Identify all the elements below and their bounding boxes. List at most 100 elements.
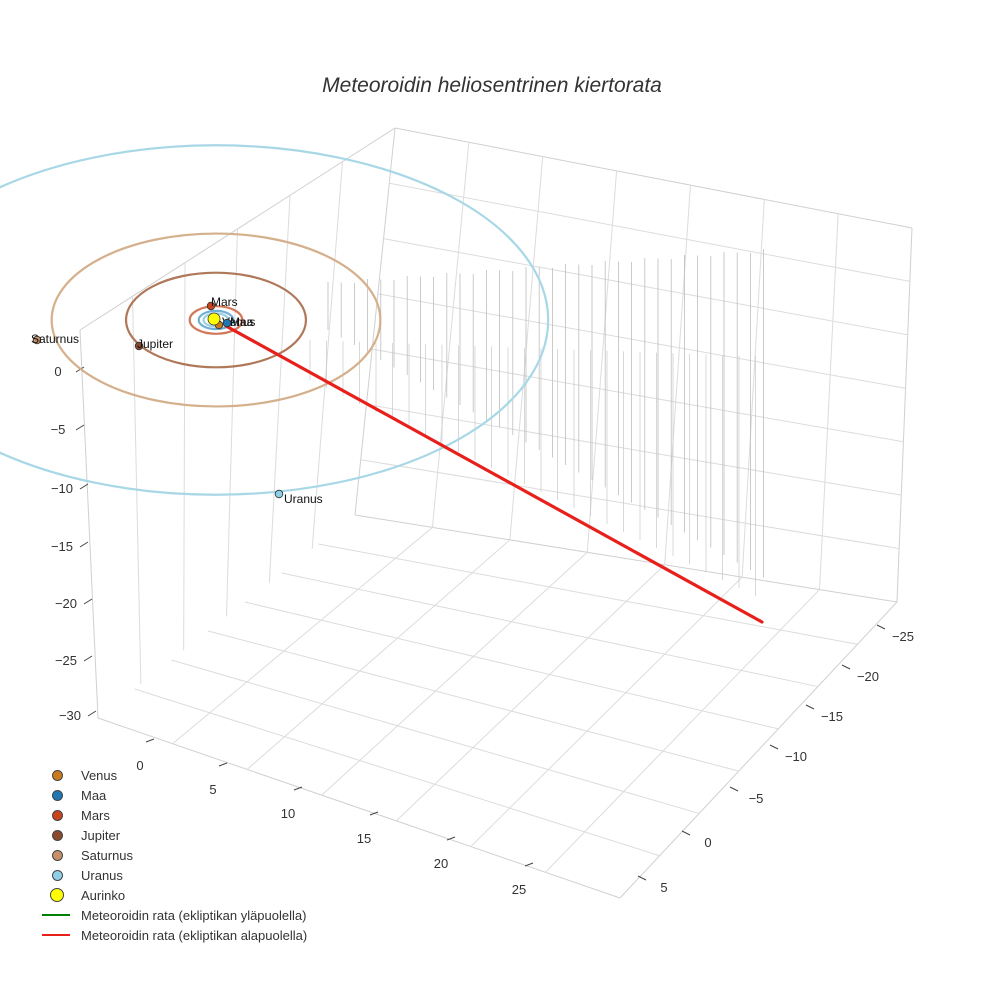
x-tick-label: 10 — [281, 806, 295, 821]
left-wall-gridline — [226, 228, 238, 617]
legend-symbol — [40, 865, 76, 885]
back-wall-gridline — [431, 142, 470, 528]
mars-orbit — [188, 305, 244, 335]
z-tick-label: −5 — [51, 422, 66, 437]
back-wall-gridline — [741, 199, 765, 578]
legend-dot-swatch — [52, 770, 63, 781]
uranus-marker — [274, 489, 284, 499]
maa-orbit — [197, 309, 235, 331]
uranus-orbit — [0, 144, 550, 496]
back-wall-gridline — [366, 403, 902, 496]
back-wall-gridline — [383, 238, 908, 336]
z-tick-label: −25 — [55, 653, 77, 668]
floor-gridline — [395, 564, 666, 822]
back-wall-gridline — [664, 185, 691, 565]
legend-item[interactable]: Uranus — [40, 865, 307, 885]
y-tick-label: −10 — [785, 749, 807, 764]
legend-label: Jupiter — [81, 827, 121, 843]
legend-item[interactable]: Maa — [40, 785, 307, 805]
legend-item[interactable]: Saturnus — [40, 845, 307, 865]
legend-symbol — [40, 885, 76, 905]
x-tick-label: 5 — [209, 782, 216, 797]
x-tick-mark — [145, 738, 155, 743]
box-edge — [354, 127, 396, 516]
legend-label: Uranus — [81, 867, 123, 883]
z-tick-mark — [83, 598, 93, 605]
legend-item[interactable]: Meteoroidin rata (ekliptikan yläpuolella… — [40, 905, 307, 925]
legend-symbol — [40, 845, 76, 865]
y-tick-label: −15 — [821, 709, 843, 724]
box-edge — [394, 127, 913, 229]
y-tick-mark — [637, 875, 647, 881]
floor-gridline — [470, 576, 743, 847]
left-wall-gridline — [268, 195, 291, 583]
floor-gridline — [281, 572, 818, 688]
box-edge — [619, 601, 898, 899]
maa-marker — [222, 318, 232, 328]
legend-symbol — [40, 925, 76, 945]
legend: Venus Maa Mars Jupiter Saturnus Uranus Aurinko… — [40, 765, 307, 945]
legend-item[interactable]: Meteoroidin rata (ekliptikan alapuolella… — [40, 925, 307, 945]
floor-gridline — [318, 543, 858, 645]
mars-marker — [206, 301, 216, 311]
y-tick-label: 5 — [660, 880, 667, 895]
legend-label: Maa — [81, 787, 107, 803]
jupiter-marker — [134, 341, 144, 351]
jupiter-label: Jupiter — [137, 337, 173, 351]
back-wall-gridline — [586, 170, 618, 553]
y-tick-mark — [876, 624, 886, 630]
y-tick-mark — [681, 830, 691, 836]
floor-gridline — [172, 527, 433, 745]
legend-item[interactable]: Mars — [40, 805, 307, 825]
legend-dot-swatch — [52, 810, 63, 821]
legend-line-swatch — [42, 914, 70, 916]
legend-item[interactable]: Jupiter — [40, 825, 307, 845]
y-tick-mark — [729, 786, 739, 792]
z-tick-label: −15 — [51, 539, 73, 554]
legend-symbol — [40, 825, 76, 845]
legend-dot-swatch — [52, 850, 63, 861]
x-tick-mark — [524, 862, 534, 867]
saturnus-label: Saturnus — [31, 332, 79, 346]
floor-gridline — [134, 688, 660, 857]
x-tick-label: 15 — [357, 831, 371, 846]
floor-gridline — [246, 539, 511, 770]
back-wall-gridline — [819, 213, 839, 590]
y-tick-mark — [769, 744, 779, 750]
meteoroid-path — [224, 324, 764, 624]
back-wall-gridline — [360, 459, 900, 550]
floor-gridline — [321, 551, 588, 796]
legend-label: Venus — [81, 767, 118, 783]
z-tick-label: −10 — [51, 481, 73, 496]
back-wall-gridline — [377, 293, 906, 389]
x-tick-mark — [293, 786, 303, 791]
legend-symbol — [40, 765, 76, 785]
box-edge — [354, 514, 898, 603]
floor-gridline — [208, 630, 739, 772]
floor-gridline — [244, 601, 779, 730]
floor-gridline — [545, 589, 820, 873]
box-edge — [97, 717, 621, 899]
y-tick-label: 0 — [704, 835, 711, 850]
legend-label: Meteoroidin rata (ekliptikan alapuolella… — [81, 927, 308, 943]
back-wall-gridline — [372, 348, 904, 443]
uranus-label: Uranus — [284, 492, 323, 506]
y-tick-label: −25 — [892, 629, 914, 644]
y-tick-mark — [841, 664, 851, 670]
legend-item[interactable]: Venus — [40, 765, 307, 785]
x-tick-mark — [369, 811, 379, 816]
z-tick-label: 0 — [54, 364, 61, 379]
left-wall-gridline — [183, 262, 186, 651]
y-tick-label: −5 — [749, 791, 764, 806]
z-tick-label: −30 — [59, 708, 81, 723]
legend-item[interactable]: Aurinko — [40, 885, 307, 905]
z-tick-mark — [79, 541, 89, 548]
legend-symbol — [40, 805, 76, 825]
legend-label: Aurinko — [81, 887, 126, 903]
chart-title: Meteoroidin heliosentrinen kiertorata — [322, 74, 662, 97]
legend-symbol — [40, 905, 76, 925]
legend-dot-swatch — [52, 830, 63, 841]
legend-label: Saturnus — [81, 847, 134, 863]
saturnus-orbit — [50, 232, 382, 408]
